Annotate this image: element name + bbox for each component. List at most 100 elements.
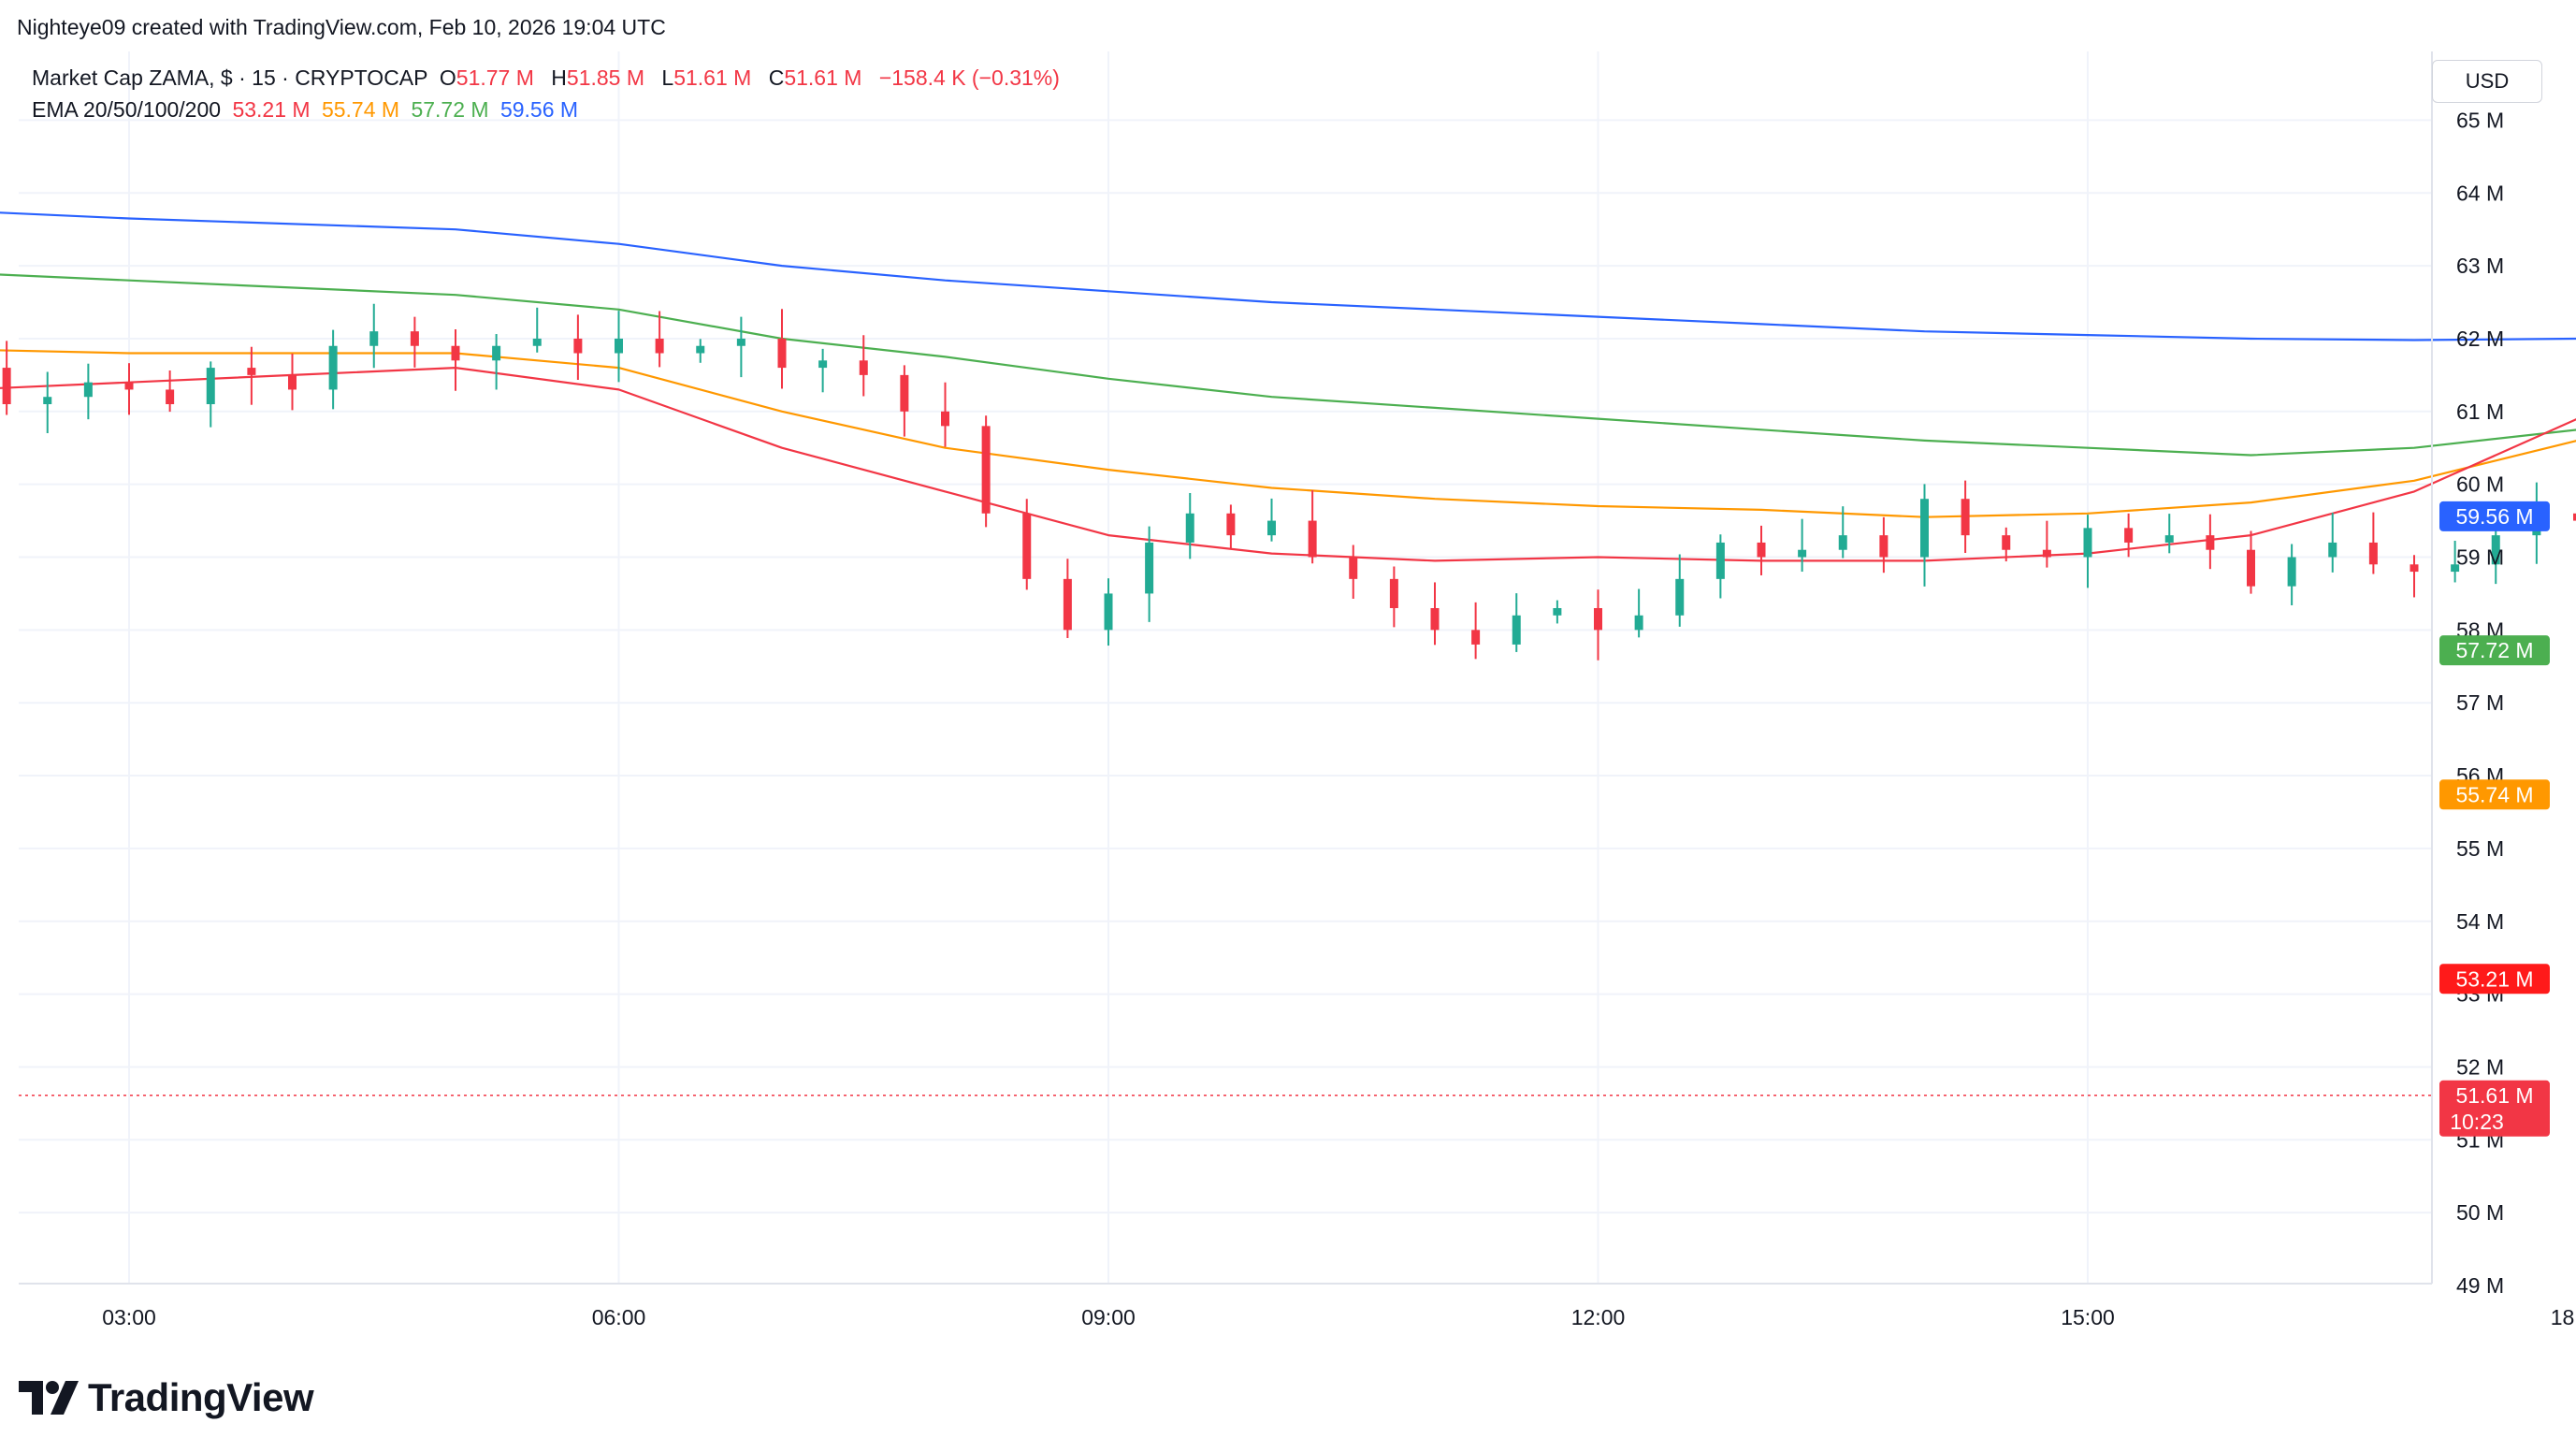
- candle[interactable]: [2124, 513, 2134, 558]
- y-tick-label: 65 M: [2456, 108, 2504, 132]
- candle[interactable]: [1553, 600, 1562, 624]
- candle-body: [124, 382, 134, 390]
- candle[interactable]: [777, 309, 787, 389]
- candle[interactable]: [1961, 480, 1970, 553]
- candle[interactable]: [410, 316, 419, 368]
- last-price-label-bg: [2439, 1080, 2550, 1137]
- candle[interactable]: [288, 353, 297, 411]
- candle[interactable]: [859, 335, 868, 397]
- candle-body: [1553, 607, 1562, 616]
- candle[interactable]: [451, 328, 460, 391]
- candle[interactable]: [1715, 534, 1725, 599]
- candle[interactable]: [696, 339, 705, 363]
- candle[interactable]: [1675, 554, 1685, 627]
- currency-selector[interactable]: USD: [2432, 60, 2542, 103]
- candle[interactable]: [1920, 484, 1929, 587]
- candle[interactable]: [1594, 589, 1602, 661]
- candle[interactable]: [2368, 512, 2378, 574]
- candle[interactable]: [2287, 544, 2296, 605]
- candle[interactable]: [124, 363, 134, 415]
- candle[interactable]: [1512, 593, 1521, 652]
- ema-price-label: 55.74 M: [2439, 779, 2550, 810]
- x-tick-label: 06:00: [592, 1305, 646, 1329]
- candle[interactable]: [43, 371, 52, 434]
- candle[interactable]: [1267, 498, 1276, 542]
- candle[interactable]: [2491, 527, 2500, 585]
- candle[interactable]: [1389, 566, 1398, 628]
- candle[interactable]: [166, 370, 175, 413]
- candle[interactable]: [2206, 514, 2215, 570]
- candle-body: [2042, 549, 2051, 558]
- time-axis[interactable]: [19, 1284, 2432, 1340]
- candle[interactable]: [2083, 515, 2092, 588]
- candle[interactable]: [1634, 588, 1643, 638]
- candle-body: [1715, 542, 1725, 579]
- candle[interactable]: [2247, 530, 2255, 594]
- candle[interactable]: [83, 363, 93, 420]
- candle[interactable]: [2410, 555, 2419, 598]
- candle[interactable]: [1798, 518, 1807, 573]
- ema50-line: [0, 349, 2576, 518]
- grid-layer: [19, 51, 2432, 1284]
- symbol-label[interactable]: Market Cap ZAMA, $ · 15 · CRYPTOCAP: [32, 65, 428, 90]
- candle[interactable]: [1063, 559, 1072, 638]
- candle[interactable]: [2, 341, 11, 415]
- candle-body: [1920, 499, 1929, 558]
- candle-body: [1308, 520, 1317, 558]
- candle[interactable]: [818, 348, 828, 393]
- last-price-text: 51.61 M: [2455, 1083, 2533, 1108]
- candle[interactable]: [532, 307, 542, 353]
- candle[interactable]: [2002, 527, 2011, 562]
- candle[interactable]: [2573, 494, 2576, 550]
- candle-body: [1757, 542, 1766, 558]
- ema-price-label-text: 55.74 M: [2455, 782, 2533, 806]
- candle-body: [206, 368, 215, 405]
- y-tick-label: 52 M: [2456, 1054, 2504, 1079]
- candle[interactable]: [615, 311, 623, 383]
- candle[interactable]: [1308, 490, 1317, 564]
- candle[interactable]: [1104, 578, 1113, 646]
- x-tick-label: 15:00: [2061, 1305, 2115, 1329]
- candle[interactable]: [1757, 525, 1766, 575]
- ema20-line: [0, 367, 2576, 562]
- y-tick-label: 50 M: [2456, 1200, 2504, 1225]
- candle[interactable]: [941, 382, 949, 447]
- ema-price-label: 57.72 M: [2439, 635, 2550, 666]
- candle[interactable]: [2328, 513, 2337, 573]
- candle[interactable]: [328, 329, 338, 410]
- candle[interactable]: [206, 361, 215, 428]
- ema-indicator-label[interactable]: EMA 20/50/100/200: [32, 97, 222, 122]
- candle[interactable]: [1145, 526, 1154, 622]
- candle[interactable]: [1471, 602, 1481, 660]
- candle[interactable]: [655, 311, 664, 368]
- ema200-line: [0, 211, 2576, 341]
- candle[interactable]: [573, 314, 583, 381]
- candle[interactable]: [1879, 516, 1889, 574]
- candle[interactable]: [1838, 506, 1847, 559]
- candle-body: [1634, 615, 1643, 631]
- candle[interactable]: [2451, 541, 2460, 583]
- candle[interactable]: [247, 346, 256, 405]
- candle-body: [1349, 557, 1358, 579]
- candle[interactable]: [2164, 514, 2174, 554]
- tradingview-logo[interactable]: TradingView: [19, 1375, 314, 1420]
- candle[interactable]: [1430, 582, 1440, 646]
- candle-body: [1512, 615, 1521, 645]
- candle-layer[interactable]: [0, 170, 2576, 1159]
- candle-body: [451, 345, 460, 361]
- candle[interactable]: [1349, 544, 1358, 599]
- candle[interactable]: [900, 365, 909, 437]
- candle[interactable]: [1022, 499, 1032, 590]
- candle[interactable]: [1185, 493, 1194, 559]
- candle[interactable]: [1226, 504, 1236, 549]
- candle[interactable]: [492, 334, 501, 390]
- candle[interactable]: [736, 316, 745, 378]
- candle[interactable]: [369, 303, 379, 369]
- candle-body: [655, 338, 664, 354]
- candle[interactable]: [2042, 520, 2051, 568]
- candle-body: [1389, 578, 1398, 608]
- axis-layer[interactable]: 49 M50 M51 M52 M53 M54 M55 M56 M57 M58 M…: [19, 51, 2576, 1340]
- candle[interactable]: [981, 415, 991, 528]
- candle-body: [288, 374, 297, 390]
